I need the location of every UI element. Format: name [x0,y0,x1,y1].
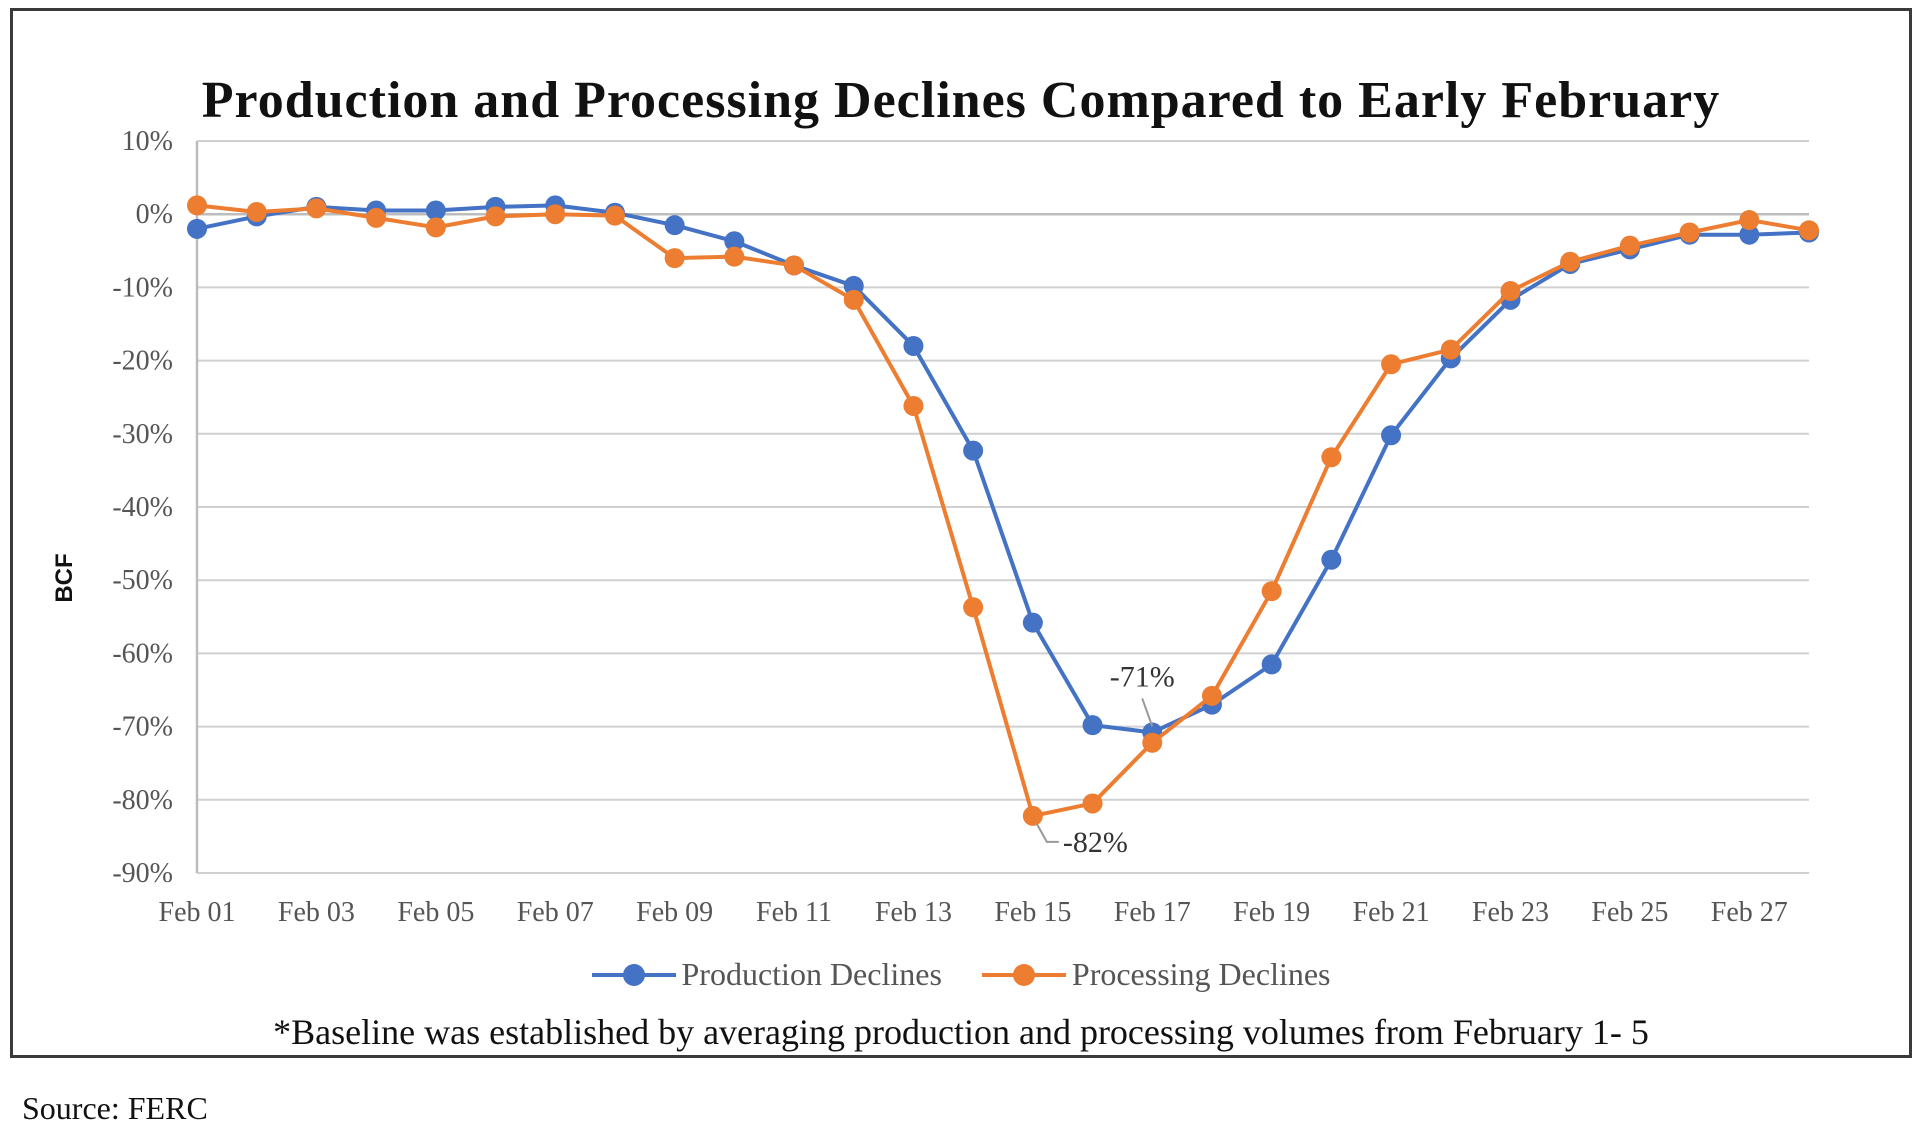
y-tick-label: 10% [122,126,173,157]
data-point [1022,805,1043,826]
data-point [1321,447,1342,468]
x-tick-label: Feb 27 [1711,897,1788,928]
y-tick-labels: 10% 0% -10% -20% -30% -40% -50% -60% -70% -80% -90… [112,126,173,889]
data-point [1381,425,1402,446]
data-point [724,246,745,267]
footnote: *Baseline was established by averaging p… [273,1012,1649,1052]
series-line [196,203,1810,735]
y-tick-label: -50% [112,565,173,596]
data-point [843,275,864,296]
annotation-leader [1035,823,1059,843]
annotation-label: -82% [1063,826,1128,859]
legend-swatch-production [591,963,676,986]
annotations: -71% -82% [1035,660,1175,859]
x-tick-label: Feb 11 [756,897,832,928]
data-point [1500,281,1521,302]
x-tick-label: Feb 15 [994,897,1071,928]
y-tick-label: -40% [112,492,173,523]
annotation-label: -71% [1110,660,1175,693]
data-point [1619,235,1640,256]
data-point [1679,222,1700,243]
x-tick-labels: Feb 01 Feb 03 Feb 05 Feb 07 Feb 09 Feb 11 Feb … [159,897,1788,928]
data-point [1440,339,1461,360]
data-point [963,440,984,461]
data-point [425,200,446,221]
y-tick-label: -30% [112,419,173,450]
x-tick-label: Feb 23 [1472,897,1549,928]
data-point [664,215,685,236]
data-point [1261,581,1282,602]
x-tick-label: Feb 17 [1114,897,1191,928]
y-tick-label: -10% [112,272,173,303]
y-tick-label: -90% [112,858,173,889]
data-point [784,255,805,276]
legend-label-production: Production Declines [681,956,942,992]
data-point [1739,224,1760,245]
data-point [1799,220,1819,241]
data-point [366,207,387,228]
data-point [1142,732,1163,753]
data-point [425,217,446,238]
y-tick-label: -70% [112,712,173,743]
chart-title: Production and Processing Declines Compa… [201,72,1721,129]
data-point [545,204,566,225]
x-tick-label: Feb 13 [875,897,952,928]
line-chart: 10% 0% -10% -20% -30% -40% -50% -60% -70% -80% -90… [112,126,1819,928]
x-tick-label: Feb 19 [1233,897,1310,928]
y-axis-label: BCF [51,553,78,603]
data-point [664,248,685,269]
data-point [1321,549,1342,570]
x-tick-label: Feb 25 [1591,897,1668,928]
data-point [1261,654,1282,675]
x-tick-label: Feb 03 [278,897,355,928]
chart-frame: 10% 0% -10% -20% -30% -40% -50% -60% -70% -80% -90… [10,8,1912,1058]
x-tick-label: Feb 05 [397,897,474,928]
annotation-leader [1141,698,1154,727]
data-point [1082,715,1103,736]
data-point [306,198,327,219]
x-tick-label: Feb 21 [1353,897,1430,928]
data-point [246,202,267,223]
legend-swatch-processing [981,963,1066,986]
data-point [963,597,984,618]
data-point [604,205,625,226]
y-tick-label: -20% [112,346,173,377]
axes [195,141,1809,873]
y-tick-label: -80% [112,785,173,816]
series-processing [187,195,1819,826]
data-point [1201,685,1222,706]
data-point [187,218,207,239]
series-lines [187,195,1819,826]
legend-item-processing[interactable]: Processing Declines [981,956,1331,993]
x-tick-label: Feb 07 [517,897,594,928]
legend: Production Declines Processing Declines [13,956,1909,993]
legend-label-processing: Processing Declines [1071,956,1331,992]
y-tick-label: 0% [136,199,173,230]
y-tick-label: -60% [112,638,173,669]
x-tick-label: Feb 09 [636,897,713,928]
data-point [485,206,506,227]
data-point [1082,793,1103,814]
data-point [903,395,924,416]
grid-lines [197,140,1809,874]
series-line [196,203,1810,818]
data-point [1381,354,1402,375]
data-point [724,231,745,252]
data-point [1022,612,1043,633]
data-point [187,195,207,216]
data-point [1739,210,1760,231]
series-production [187,195,1819,743]
legend-item-production[interactable]: Production Declines [591,956,942,993]
source-caption: Source: FERC [22,1090,208,1126]
x-tick-label: Feb 01 [159,897,236,928]
data-point [843,289,864,310]
data-point [1560,251,1581,272]
data-point [903,335,924,356]
